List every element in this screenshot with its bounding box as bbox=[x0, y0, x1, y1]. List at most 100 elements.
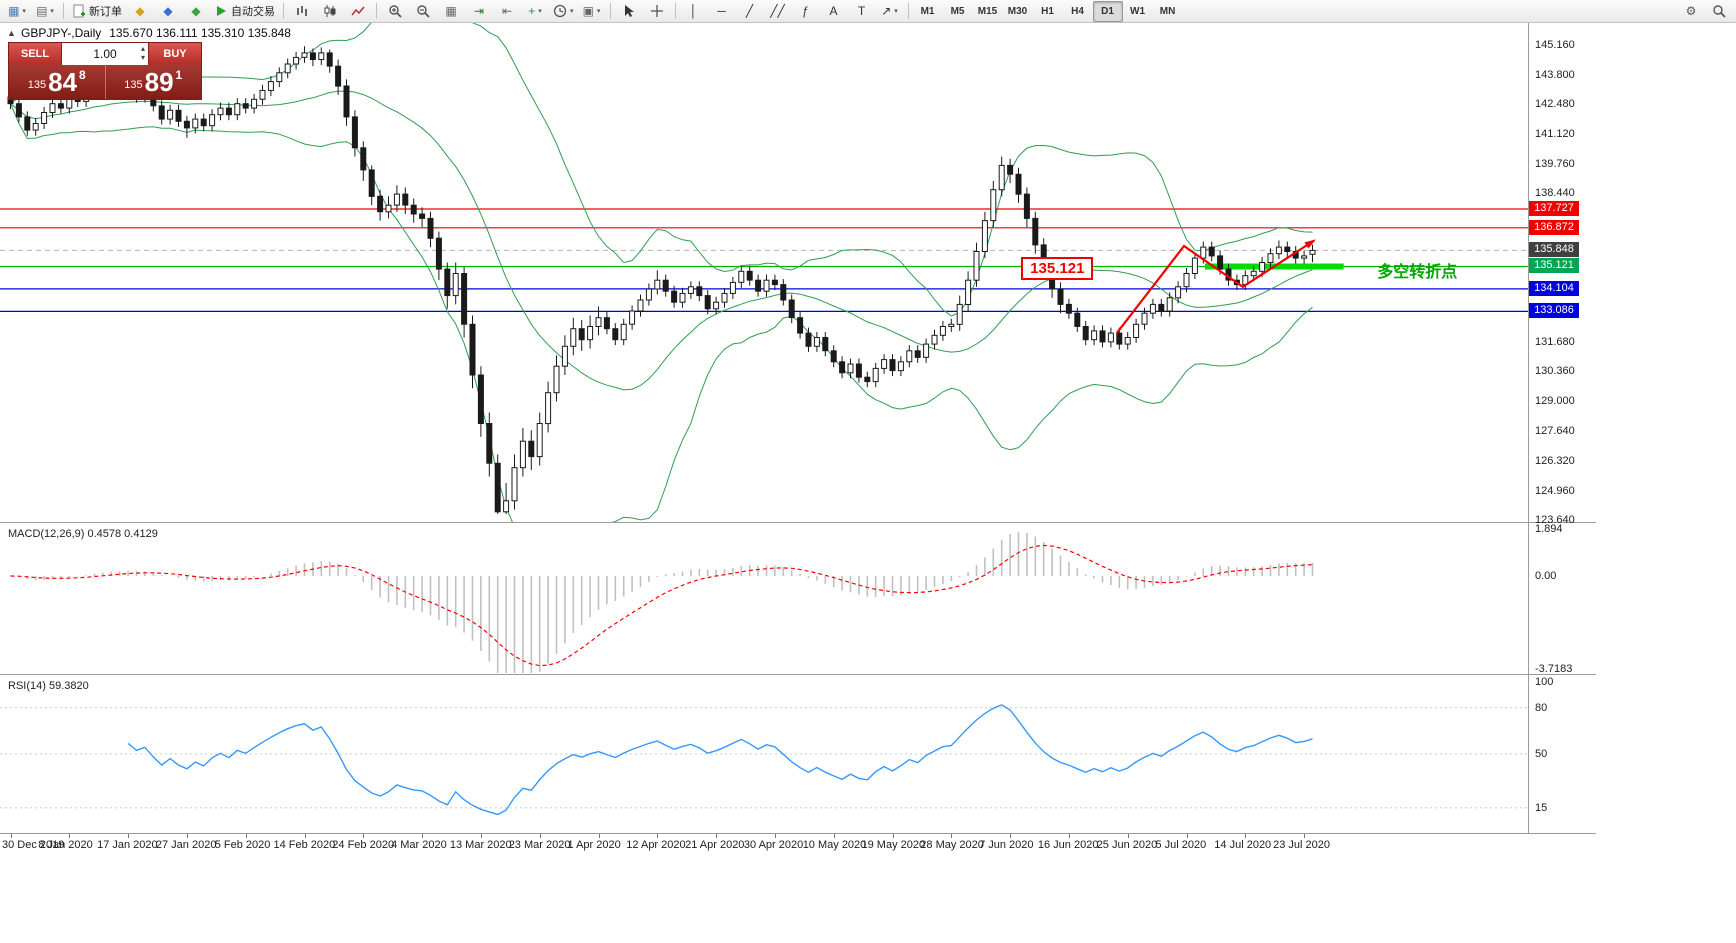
crosshair-icon[interactable] bbox=[643, 1, 671, 22]
time-axis-label: 14 Jul 2020 bbox=[1214, 839, 1272, 851]
sell-button[interactable]: SELL bbox=[9, 43, 62, 65]
bar-chart-icon[interactable] bbox=[288, 1, 316, 22]
fibonacci-icon[interactable]: ƒ bbox=[792, 1, 820, 22]
timeframe-h1-button[interactable]: H1 bbox=[1041, 5, 1054, 17]
new-chart-icon[interactable]: ▦ ▾ bbox=[3, 1, 31, 22]
text-icon-glyph: A bbox=[829, 4, 838, 18]
timeframe-h4-button[interactable]: H4 bbox=[1071, 5, 1084, 17]
one-click-collapse-icon[interactable]: ▲ bbox=[7, 28, 16, 38]
price-axis-tick: 123.640 bbox=[1535, 513, 1575, 526]
timeframe-m1-button[interactable]: M1 bbox=[920, 5, 935, 17]
profiles-icon-caret[interactable]: ▾ bbox=[50, 8, 54, 15]
price-axis-tick: 138.440 bbox=[1535, 187, 1575, 200]
timeframe-m5-button[interactable]: M5 bbox=[950, 5, 965, 17]
price-axis[interactable]: 145.160 143.800 142.480 141.120 139.760 138.4… bbox=[1528, 0, 1596, 943]
chart-shift-icon-glyph: ⇤ bbox=[501, 4, 513, 18]
templates-icon[interactable]: ▣ ▾ bbox=[578, 1, 606, 22]
price-tag: 137.727 bbox=[1529, 200, 1579, 216]
timeframe-mn-button[interactable]: MN bbox=[1159, 5, 1176, 17]
main-chart[interactable] bbox=[0, 23, 1528, 522]
profiles-icon[interactable]: ▤ ▾ bbox=[31, 1, 59, 22]
buy-button[interactable]: BUY bbox=[148, 43, 201, 65]
symbol-period-label: GBPJPY-,Daily bbox=[21, 26, 102, 40]
chart-settings-icon[interactable]: ⚙ bbox=[1677, 1, 1705, 22]
time-axis-label: 5 Jul 2020 bbox=[1155, 839, 1207, 851]
bar-chart-icon-glyph bbox=[295, 4, 309, 18]
label-icon-glyph: T bbox=[857, 4, 866, 18]
trendline-icon[interactable]: ╱ bbox=[736, 1, 764, 22]
timeframe-w1-button[interactable]: W1 bbox=[1130, 5, 1146, 17]
candlestick-chart-icon[interactable] bbox=[316, 1, 344, 22]
new-order-button[interactable]: 新订单 bbox=[68, 1, 126, 22]
profiles-icon-glyph: ▤ bbox=[36, 4, 48, 18]
tile-windows-icon[interactable]: ▦ bbox=[437, 1, 465, 22]
time-axis-label: 28 May 2020 bbox=[920, 839, 984, 851]
buy-price-small: 135 bbox=[124, 79, 143, 91]
trendline-icon-glyph: ╱ bbox=[745, 4, 754, 18]
auto-scroll-icon[interactable]: ⇥ bbox=[465, 1, 493, 22]
time-axis[interactable]: 30 Dec 2019 8 Jan 2020 17 Jan 2020 27 Jan 2… bbox=[0, 834, 1528, 856]
zoom-in-icon[interactable] bbox=[381, 1, 409, 22]
templates-icon-caret[interactable]: ▾ bbox=[596, 8, 601, 15]
price-tag: 136.872 bbox=[1529, 219, 1579, 235]
price-tag: 135.121 bbox=[1529, 258, 1579, 274]
zoom-out-icon[interactable] bbox=[409, 1, 437, 22]
indicators-icon[interactable]: + ▾ bbox=[521, 1, 549, 22]
periods-icon[interactable]: ▾ bbox=[549, 1, 578, 22]
lot-increase-button[interactable]: ▴ bbox=[140, 44, 145, 53]
sell-price-big: 84 bbox=[48, 67, 78, 97]
time-axis-label: 4 Mar 2020 bbox=[391, 839, 447, 851]
macd-axis-tick: 0.00 bbox=[1535, 570, 1557, 582]
ohlc-values: 135.670 136.111 135.310 135.848 bbox=[109, 26, 291, 40]
buy-price-button[interactable]: 135 89 1 bbox=[106, 65, 202, 99]
one-click-trading-panel: SELL 1.00 ▴ ▾ BUY 135 84 8 135 89 1 bbox=[8, 42, 202, 100]
panel-separator bbox=[0, 833, 1596, 834]
rsi-panel[interactable] bbox=[0, 675, 1528, 833]
macd-panel[interactable] bbox=[0, 523, 1528, 673]
channel-icon[interactable]: ╱╱ bbox=[764, 1, 792, 22]
lot-decrease-button[interactable]: ▾ bbox=[140, 53, 145, 62]
periods-icon-caret[interactable]: ▾ bbox=[570, 8, 574, 15]
navigator-icon[interactable]: ◆ bbox=[182, 1, 210, 22]
indicators-icon-caret[interactable]: ▾ bbox=[538, 8, 542, 15]
market-watch-icon-glyph: ◆ bbox=[135, 4, 145, 18]
autotrading-button[interactable]: 自动交易 bbox=[210, 1, 279, 22]
chart-shift-icon[interactable]: ⇤ bbox=[493, 1, 521, 22]
time-axis-label: 8 Jan 2020 bbox=[38, 839, 93, 851]
time-axis-tick bbox=[774, 834, 776, 838]
search-icon[interactable] bbox=[1705, 1, 1733, 22]
time-axis-tick bbox=[304, 834, 306, 838]
toolbar-separator bbox=[63, 3, 64, 19]
turning-point-label[interactable]: 多空转折点 bbox=[1377, 263, 1458, 281]
arrows-icon[interactable]: ↗ ▾ bbox=[876, 1, 904, 22]
price-axis-tick: 142.480 bbox=[1535, 98, 1575, 111]
timeframe-d1-button[interactable]: D1 bbox=[1092, 0, 1123, 22]
candlestick-chart-icon-glyph bbox=[323, 4, 337, 18]
arrows-icon-caret[interactable]: ▾ bbox=[894, 8, 898, 15]
toolbar-separator bbox=[609, 3, 611, 19]
timeframe-m30-button[interactable]: M30 bbox=[1007, 5, 1028, 17]
toolbar-separator bbox=[283, 3, 284, 19]
price-callout[interactable]: 135.121 bbox=[1021, 257, 1094, 281]
new-chart-icon-caret[interactable]: ▾ bbox=[22, 8, 26, 15]
data-window-icon[interactable]: ◆ bbox=[154, 1, 182, 22]
line-chart-icon[interactable] bbox=[344, 1, 372, 22]
label-icon[interactable]: T bbox=[848, 1, 876, 22]
time-axis-label: 19 May 2020 bbox=[861, 839, 926, 851]
time-axis-label: 27 Jan 2020 bbox=[155, 839, 217, 851]
timeframe-m15-button[interactable]: M15 bbox=[977, 5, 998, 17]
chart-settings-icon-glyph: ⚙ bbox=[1685, 4, 1697, 18]
arrows-icon-glyph: ↗ bbox=[881, 4, 892, 18]
price-axis-tick: 139.760 bbox=[1535, 158, 1575, 171]
market-watch-icon[interactable]: ◆ bbox=[126, 1, 154, 22]
sell-price-button[interactable]: 135 84 8 bbox=[9, 65, 105, 99]
time-axis-tick bbox=[892, 834, 894, 838]
auto-scroll-icon-glyph: ⇥ bbox=[473, 4, 485, 18]
horizontal-line-icon[interactable]: ─ bbox=[708, 1, 736, 22]
time-axis-label: 30 Dec 2019 bbox=[2, 839, 65, 851]
lot-size-input[interactable]: 1.00 ▴ ▾ bbox=[62, 43, 148, 65]
text-icon[interactable]: A bbox=[820, 1, 848, 22]
cursor-icon[interactable] bbox=[615, 1, 643, 22]
vertical-line-icon[interactable]: │ bbox=[680, 1, 708, 22]
panel-separator bbox=[0, 674, 1596, 675]
